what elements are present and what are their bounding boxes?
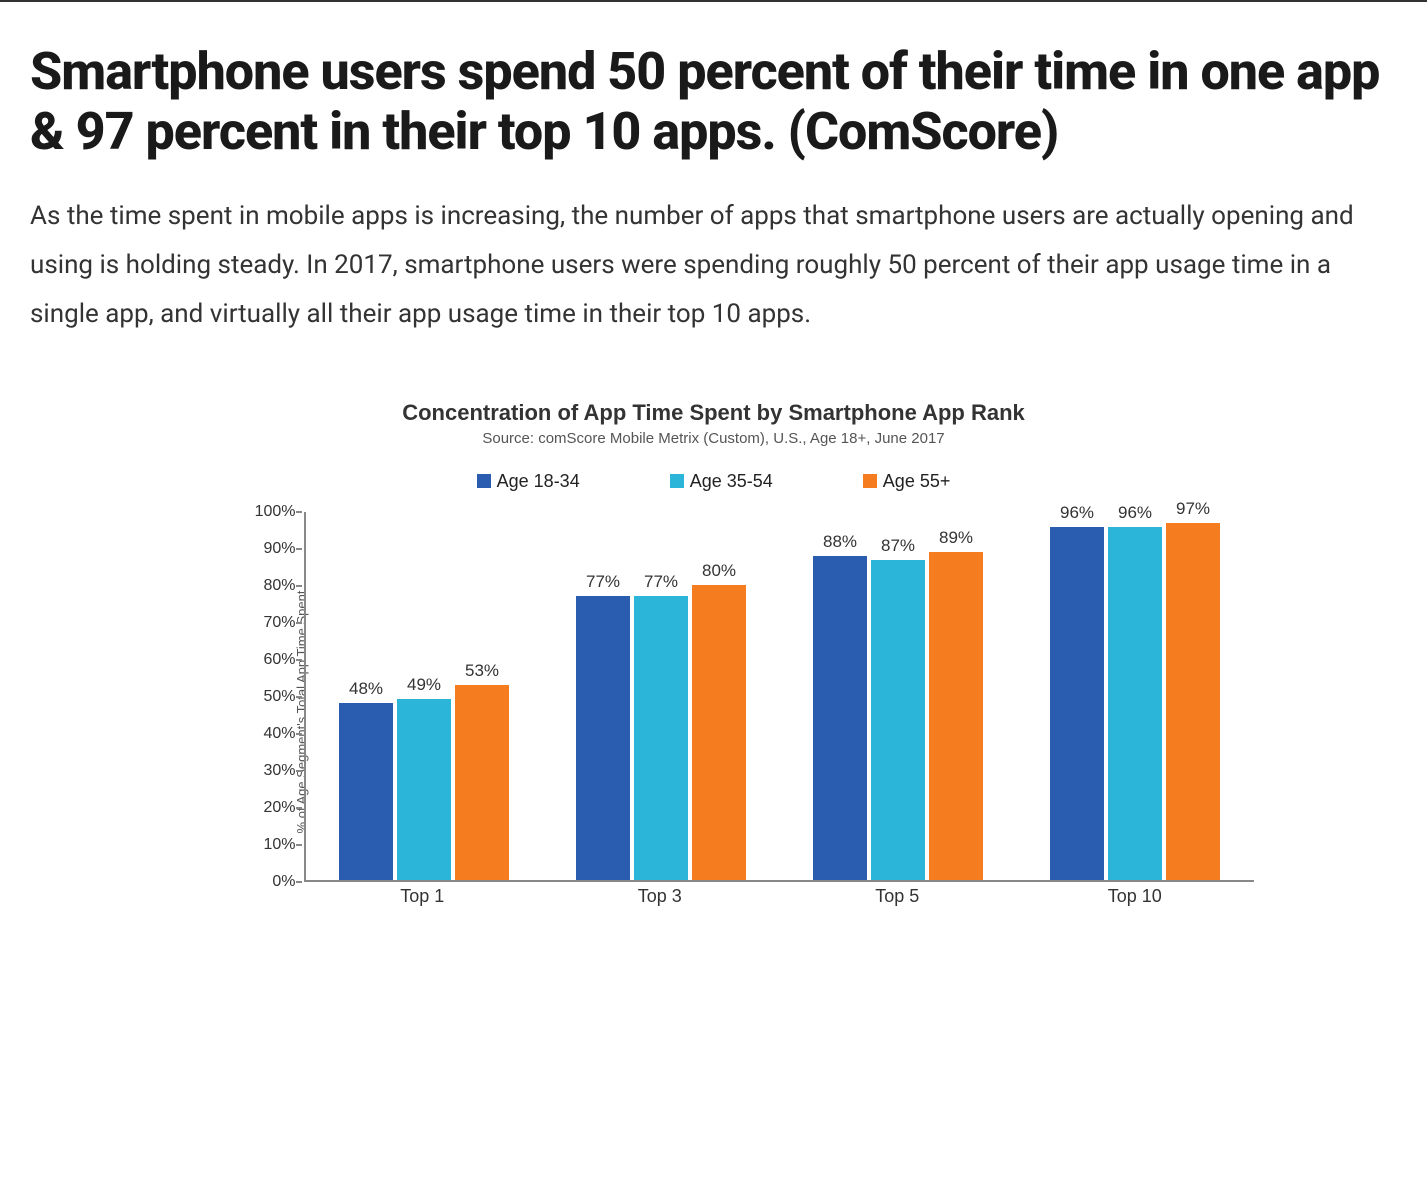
bar-value-label: 53% [465, 661, 499, 681]
legend-label: Age 35-54 [690, 471, 773, 492]
bar-value-label: 88% [823, 532, 857, 552]
x-tick-label: Top 5 [807, 886, 987, 907]
y-tick-mark [296, 511, 302, 513]
bar-groups: 48%49%53%77%77%80%88%87%89%96%96%97% [306, 512, 1254, 880]
bar-value-label: 96% [1118, 503, 1152, 523]
y-tick-mark [296, 548, 302, 550]
bar-value-label: 49% [407, 675, 441, 695]
x-tick-label: Top 1 [332, 886, 512, 907]
legend-swatch [477, 474, 491, 488]
y-tick-label: 0% [272, 873, 295, 891]
y-tick-mark [296, 659, 302, 661]
bar-value-label: 89% [939, 528, 973, 548]
x-tick-label: Top 10 [1045, 886, 1225, 907]
y-tick-label: 70% [263, 614, 295, 632]
x-axis-labels: Top 1 Top 3 Top 5 Top 10 [304, 882, 1254, 912]
article-page: Smartphone users spend 50 percent of the… [0, 0, 1427, 952]
y-tick-label: 60% [263, 651, 295, 669]
y-tick-label: 90% [263, 540, 295, 558]
bar-value-label: 97% [1176, 499, 1210, 519]
legend-swatch [863, 474, 877, 488]
bar-value-label: 77% [586, 572, 620, 592]
bar: 49% [397, 699, 451, 879]
y-tick-mark [296, 696, 302, 698]
chart-subtitle: Source: comScore Mobile Metrix (Custom),… [164, 430, 1264, 447]
bar: 80% [692, 585, 746, 879]
bar: 96% [1108, 527, 1162, 880]
article-body: As the time spent in mobile apps is incr… [30, 192, 1397, 340]
y-tick-label: 40% [263, 725, 295, 743]
bar: 77% [576, 596, 630, 879]
bar: 89% [929, 552, 983, 880]
bar-value-label: 48% [349, 679, 383, 699]
headline-source-link[interactable]: ComScore [805, 101, 1041, 162]
y-tick-label: 100% [255, 503, 296, 521]
chart-title: Concentration of App Time Spent by Smart… [164, 400, 1264, 426]
chart-plot: % of Age Segment's Total App Time Spent … [244, 512, 1254, 912]
bar-value-label: 80% [702, 561, 736, 581]
bar-value-label: 96% [1060, 503, 1094, 523]
y-tick-mark [296, 585, 302, 587]
y-tick-mark [296, 733, 302, 735]
legend-item: Age 35-54 [670, 471, 773, 492]
y-tick-mark [296, 622, 302, 624]
bar-value-label: 87% [881, 536, 915, 556]
bar: 77% [634, 596, 688, 879]
y-tick-label: 30% [263, 762, 295, 780]
legend-swatch [670, 474, 684, 488]
bar: 88% [813, 556, 867, 880]
bar: 97% [1166, 523, 1220, 880]
article-headline: Smartphone users spend 50 percent of the… [30, 42, 1397, 162]
x-tick-label: Top 3 [570, 886, 750, 907]
headline-main: Smartphone users spend 50 percent of the… [30, 41, 1379, 162]
bar-group: 96%96%97% [1050, 512, 1220, 880]
chart-legend: Age 18-34 Age 35-54 Age 55+ [164, 471, 1264, 492]
y-tick-label: 20% [263, 799, 295, 817]
y-tick-mark [296, 770, 302, 772]
y-tick-label: 50% [263, 688, 295, 706]
bar: 96% [1050, 527, 1104, 880]
legend-label: Age 55+ [883, 471, 951, 492]
y-tick-mark [296, 881, 302, 883]
bar-group: 77%77%80% [576, 512, 746, 880]
y-tick-mark [296, 807, 302, 809]
y-tick-label: 10% [263, 836, 295, 854]
legend-item: Age 55+ [863, 471, 951, 492]
legend-label: Age 18-34 [497, 471, 580, 492]
bar-group: 88%87%89% [813, 512, 983, 880]
y-tick-label: 80% [263, 577, 295, 595]
bar: 53% [455, 685, 509, 880]
bar-chart: Concentration of App Time Spent by Smart… [164, 400, 1264, 912]
bar: 48% [339, 703, 393, 880]
y-axis-ticks: 0%10%20%30%40%50%60%70%80%90%100% [244, 512, 302, 882]
plot-area: 48%49%53%77%77%80%88%87%89%96%96%97% [304, 512, 1254, 882]
headline-close: ) [1041, 101, 1058, 162]
legend-item: Age 18-34 [477, 471, 580, 492]
y-tick-mark [296, 844, 302, 846]
bar-group: 48%49%53% [339, 512, 509, 880]
bar: 87% [871, 560, 925, 880]
bar-value-label: 77% [644, 572, 678, 592]
